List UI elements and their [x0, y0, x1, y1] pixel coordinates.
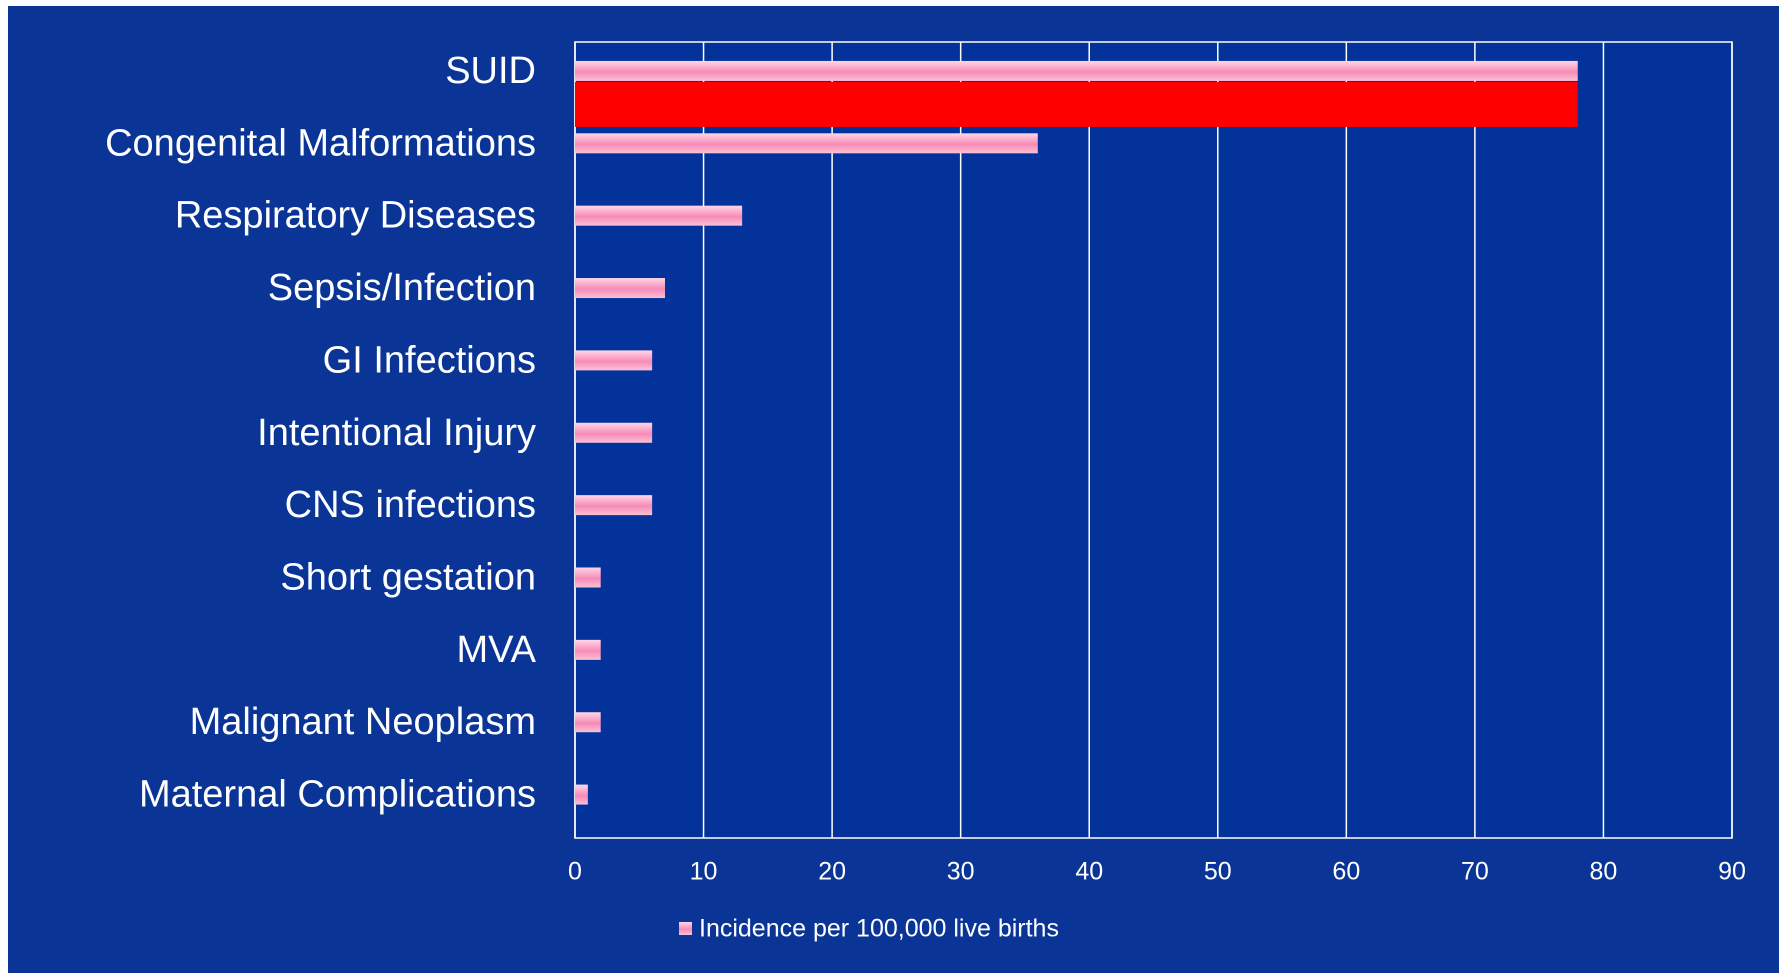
plot-area — [574, 41, 1733, 839]
y-tick-label: CNS infections — [285, 484, 536, 526]
y-tick-label: Malignant Neoplasm — [190, 701, 536, 743]
x-tick-label: 0 — [568, 858, 582, 886]
y-tick-label: SUID — [445, 50, 536, 92]
bar — [575, 278, 665, 299]
y-tick-label: Short gestation — [280, 557, 536, 599]
bar — [575, 205, 743, 226]
x-tick-label: 40 — [1075, 858, 1103, 886]
y-tick-label: MVA — [456, 629, 536, 671]
y-tick-label: Maternal Complications — [139, 774, 536, 816]
y-tick-label: Sepsis/Infection — [268, 267, 536, 309]
chart-layer: 0 10 20 30 40 50 60 70 80 90 SUID Congenital Malfor… — [105, 42, 1746, 943]
bar — [575, 712, 601, 733]
x-tick-label: 50 — [1204, 858, 1232, 886]
x-tick-label: 10 — [690, 858, 718, 886]
y-tick-label: Congenital Malformations — [105, 122, 536, 164]
x-tick-label: 20 — [818, 858, 846, 886]
highlight-bar — [575, 81, 1578, 127]
y-tick-label: Respiratory Diseases — [175, 195, 536, 237]
bar — [575, 784, 588, 805]
y-tick-label: Intentional Injury — [257, 412, 536, 454]
x-tick-label: 90 — [1718, 858, 1746, 886]
x-tick-label: 70 — [1461, 858, 1489, 886]
bar — [575, 639, 601, 660]
bar — [575, 567, 601, 588]
x-tick-label: 60 — [1332, 858, 1360, 886]
bar — [575, 133, 1038, 154]
x-tick-label: 30 — [947, 858, 975, 886]
bar — [575, 350, 653, 371]
x-tick-label: 80 — [1590, 858, 1618, 886]
legend-marker — [679, 922, 692, 935]
bar — [575, 422, 653, 443]
bar — [575, 60, 1578, 81]
legend-label: Incidence per 100,000 live births — [699, 915, 1059, 943]
bar — [575, 495, 653, 516]
y-tick-label: GI Infections — [323, 339, 536, 381]
